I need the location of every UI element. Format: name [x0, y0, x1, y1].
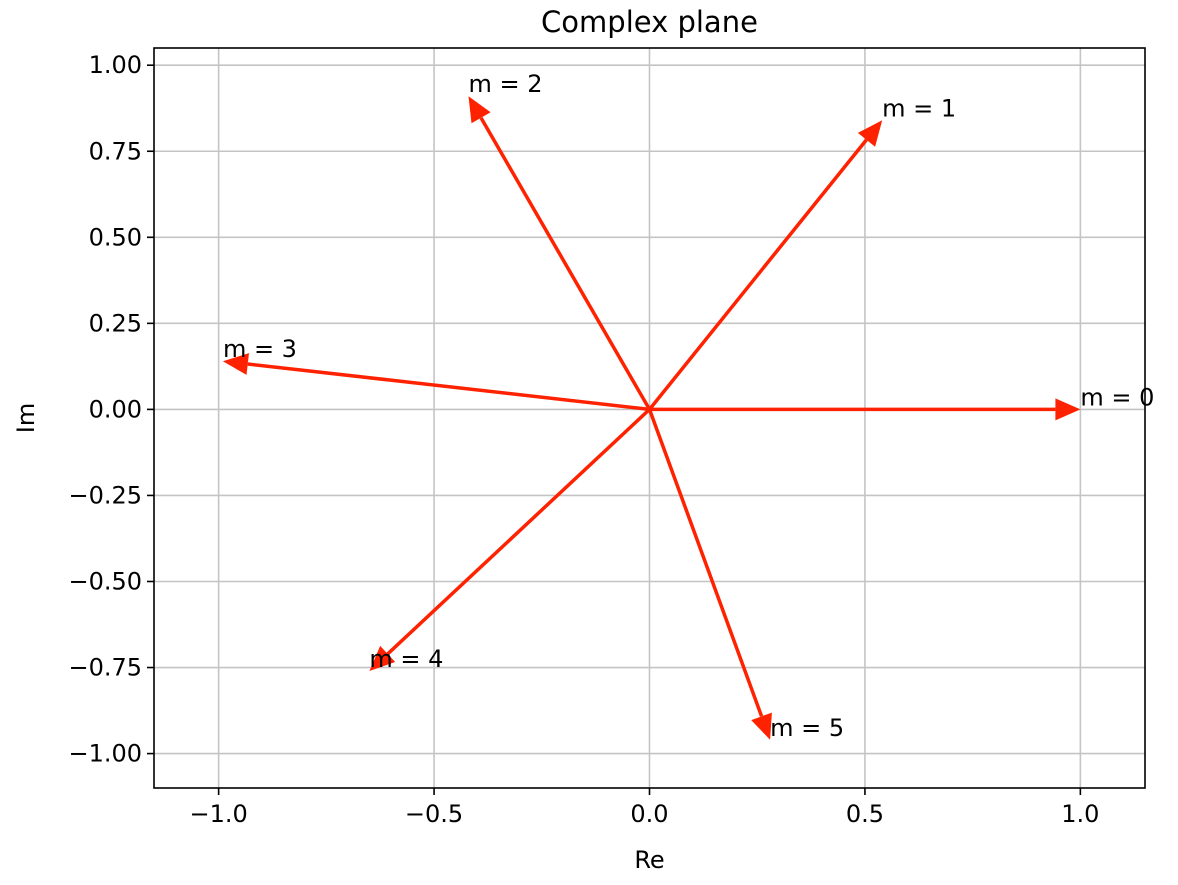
y-tick-label: −0.75 — [68, 654, 142, 682]
vector-shaft — [647, 408, 764, 717]
y-tick-label: −0.50 — [68, 567, 142, 595]
vector-arrowhead — [751, 712, 772, 740]
x-tick-label: −1.0 — [189, 800, 247, 828]
vector-shaft — [479, 116, 652, 411]
y-axis-label: Im — [12, 403, 40, 433]
x-tick-label: −0.5 — [405, 800, 463, 828]
y-tick-label: 1.00 — [89, 51, 142, 79]
vector-shaft — [648, 138, 868, 411]
vector-arrowhead — [468, 96, 491, 124]
x-tick-label: 1.0 — [1061, 800, 1099, 828]
x-tick-label: 0.5 — [846, 800, 884, 828]
grid-lines — [154, 48, 1145, 788]
vector-label: m = 2 — [469, 70, 543, 98]
vector-shaft — [386, 408, 651, 656]
axis-ticks: −1.0 −0.5 0.0 0.5 1.0 1.00 0.75 0.50 0.25 0.00 −0.… — [68, 51, 1099, 828]
y-tick-label: 0.00 — [89, 395, 142, 423]
vectors — [222, 96, 1081, 740]
vector-arrowhead — [1055, 398, 1081, 421]
y-tick-label: 0.75 — [89, 137, 142, 165]
vector-label: m = 0 — [1080, 383, 1154, 411]
x-tick-label: 0.0 — [630, 800, 668, 828]
chart-title: Complex plane — [541, 5, 758, 39]
vector-arrowhead — [369, 645, 396, 671]
y-tick-label: 0.25 — [89, 309, 142, 337]
y-tick-label: −1.00 — [68, 740, 142, 768]
vector-label: m = 3 — [223, 335, 297, 363]
vector-label: m = 1 — [882, 94, 956, 122]
vector-arrowhead — [857, 120, 883, 147]
y-tick-label: −0.25 — [68, 481, 142, 509]
vector-labels: m = 0 m = 1 m = 2 m = 3 m = 4 m = 5 — [223, 70, 1154, 742]
vector-label: m = 4 — [369, 645, 443, 673]
vector-arrowhead — [222, 353, 249, 375]
vector-label: m = 5 — [770, 714, 844, 742]
x-axis-label: Re — [634, 846, 664, 874]
y-tick-label: 0.50 — [89, 223, 142, 251]
vector-shaft — [247, 362, 650, 412]
